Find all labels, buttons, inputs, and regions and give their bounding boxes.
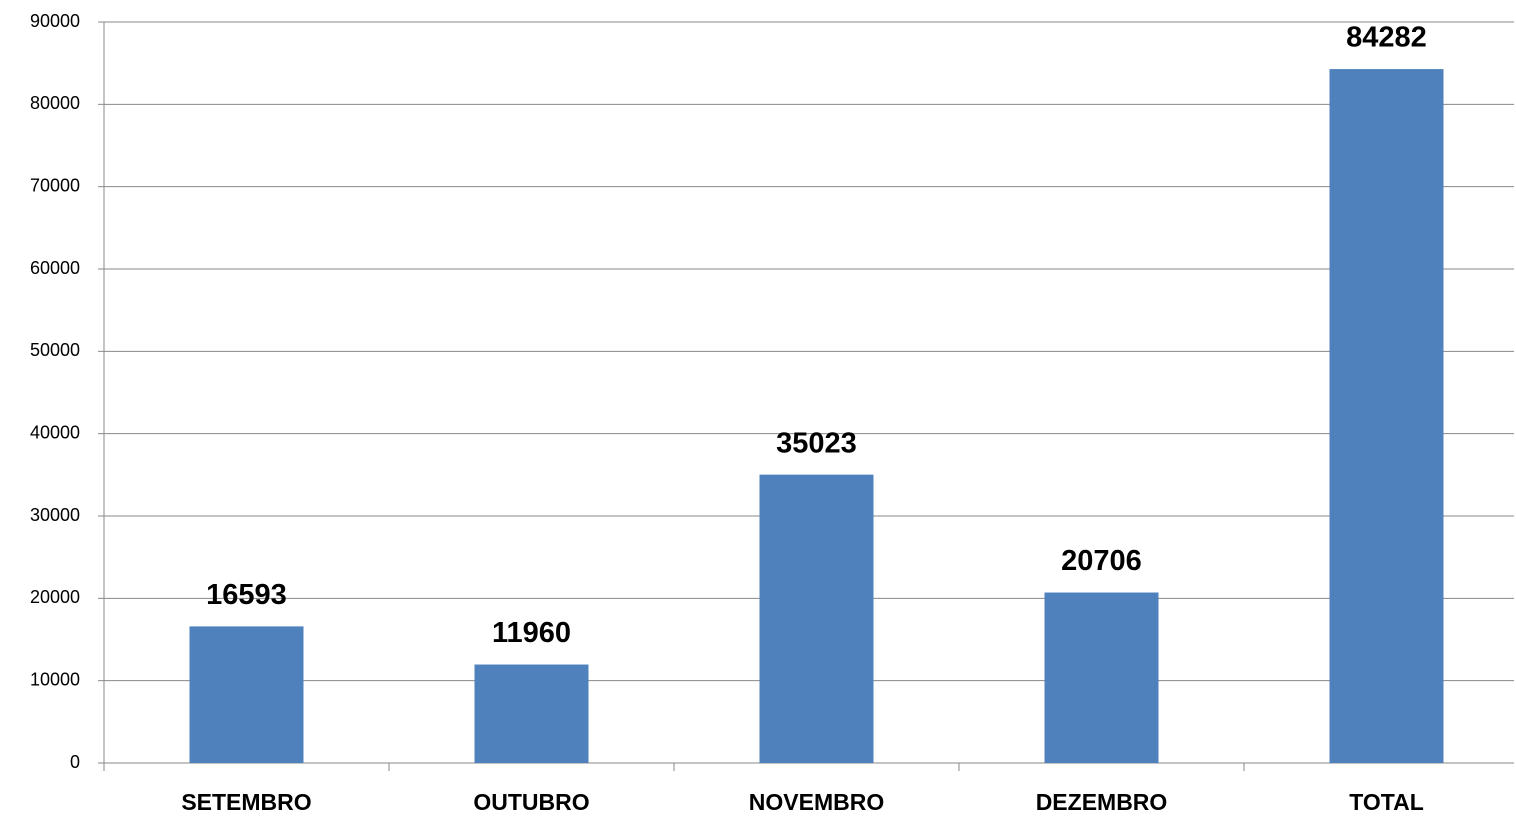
y-tick-label: 80000: [30, 93, 80, 113]
x-tick-label: OUTUBRO: [473, 789, 589, 815]
y-tick-label: 40000: [30, 422, 80, 442]
data-label: 20706: [1061, 545, 1142, 577]
x-tick-label: SETEMBRO: [181, 789, 311, 815]
bar: [1329, 69, 1444, 764]
data-label: 16593: [206, 579, 287, 611]
bar: [189, 626, 304, 763]
y-tick-label: 20000: [30, 587, 80, 607]
x-tick-label: TOTAL: [1349, 789, 1424, 815]
y-tick-label: 90000: [30, 11, 80, 31]
y-tick-label: 70000: [30, 175, 80, 195]
bar: [759, 474, 874, 763]
x-tick-label: DEZEMBRO: [1036, 789, 1168, 815]
y-tick-label: 0: [70, 752, 80, 772]
y-tick-label: 50000: [30, 340, 80, 360]
bar: [474, 664, 589, 763]
data-label: 11960: [492, 617, 571, 649]
data-label: 84282: [1346, 22, 1427, 54]
x-tick-label: NOVEMBRO: [749, 789, 884, 815]
y-tick-label: 10000: [30, 669, 80, 689]
data-label: 35023: [776, 427, 857, 459]
bar: [1044, 592, 1159, 763]
y-tick-label: 30000: [30, 505, 80, 525]
y-tick-label: 60000: [30, 258, 80, 278]
